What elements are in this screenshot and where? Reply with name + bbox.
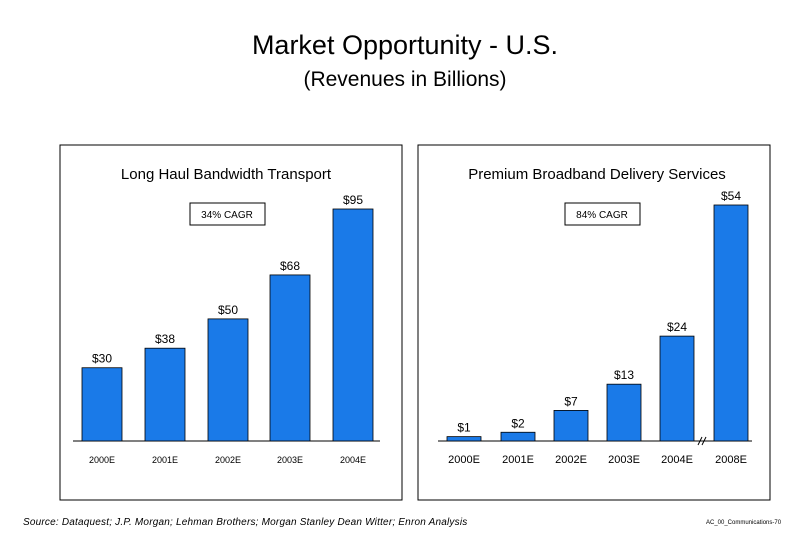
left-bar-2003E bbox=[269, 274, 311, 442]
page-title: Market Opportunity - U.S. bbox=[251, 30, 559, 60]
right-bar-2000E bbox=[446, 436, 482, 442]
left-tick-label: 2002E bbox=[215, 455, 241, 465]
right-bar-2003E bbox=[606, 383, 642, 442]
page-reference: AC_00_Communications-70 bbox=[706, 520, 782, 526]
right-bar-2002E bbox=[553, 410, 589, 442]
left-chart-title: Long Haul Bandwidth Transport bbox=[121, 166, 332, 183]
left-tick-label: 2001E bbox=[152, 455, 178, 465]
right-tick-label: 2000E bbox=[448, 454, 480, 466]
right-tick-label: 2003E bbox=[608, 454, 640, 466]
right-bar-2004E bbox=[659, 335, 695, 442]
right-bar-2001E bbox=[500, 431, 536, 442]
left-value-label: $38 bbox=[155, 332, 175, 346]
right-bar-2008E bbox=[713, 204, 749, 442]
left-bar-2001E bbox=[144, 347, 186, 442]
left-tick-label: 2003E bbox=[277, 455, 303, 465]
right-chart-title: Premium Broadband Delivery Services bbox=[468, 166, 726, 183]
chart-frame-right bbox=[417, 144, 771, 501]
left-cagr-label: 34% CAGR bbox=[201, 210, 253, 221]
right-value-label: $7 bbox=[564, 394, 578, 408]
axis-break-mark-1 bbox=[697, 436, 703, 446]
right-value-label: $1 bbox=[457, 421, 471, 435]
right-cagr-box bbox=[564, 202, 641, 226]
right-tick-label: 2002E bbox=[555, 454, 587, 466]
left-tick-label: 2004E bbox=[340, 455, 366, 465]
right-value-label: $24 bbox=[667, 320, 687, 334]
right-tick-label: 2004E bbox=[661, 454, 693, 466]
right-tick-label: 2001E bbox=[502, 454, 534, 466]
axis-break-mark-2 bbox=[701, 436, 707, 446]
left-bar-2004E bbox=[332, 208, 374, 442]
left-bar-2000E bbox=[81, 367, 123, 442]
right-value-label: $13 bbox=[614, 368, 634, 382]
right-value-label: $54 bbox=[721, 189, 741, 203]
right-value-label: $2 bbox=[511, 416, 525, 430]
left-value-label: $30 bbox=[92, 352, 112, 366]
source-note: Source: Dataquest; J.P. Morgan; Lehman B… bbox=[23, 517, 468, 528]
left-tick-label: 2000E bbox=[89, 455, 115, 465]
right-cagr-label: 84% CAGR bbox=[576, 210, 628, 221]
right-tick-label: 2008E bbox=[715, 454, 747, 466]
page-subtitle: (Revenues in Billions) bbox=[303, 68, 507, 91]
left-value-label: $68 bbox=[280, 259, 300, 273]
chart-frame-left bbox=[59, 144, 403, 501]
left-cagr-box bbox=[189, 202, 266, 226]
left-bar-2002E bbox=[207, 318, 249, 442]
left-value-label: $50 bbox=[218, 303, 238, 317]
left-value-label: $95 bbox=[343, 193, 363, 207]
